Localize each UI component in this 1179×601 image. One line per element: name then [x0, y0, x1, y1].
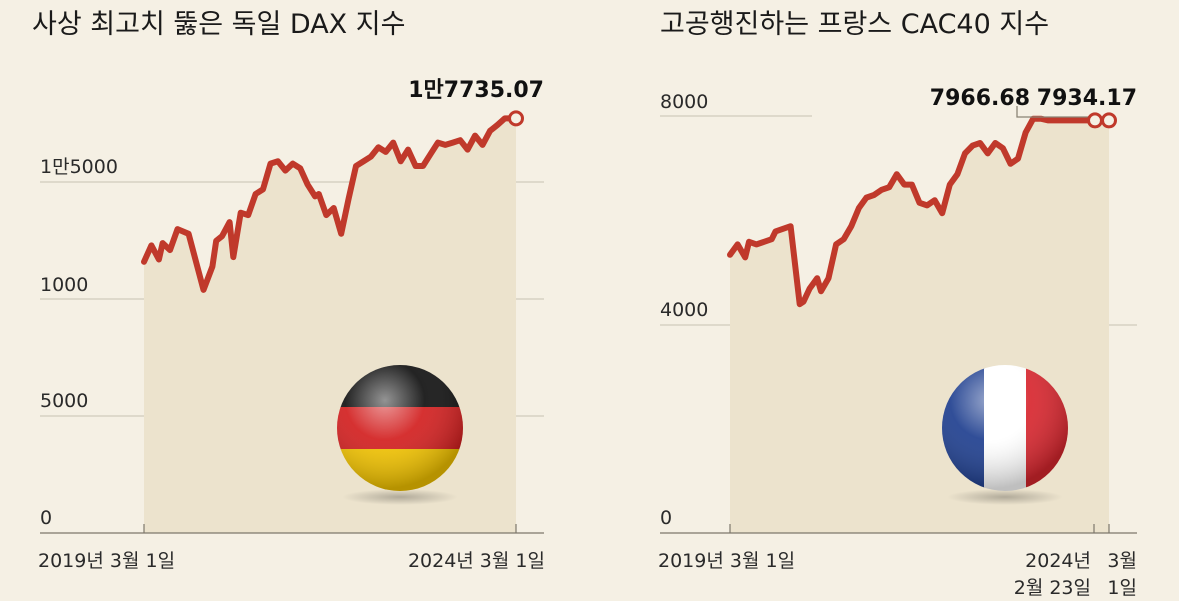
cac40-y-tick-label: 0: [660, 507, 672, 529]
cac40-annotation-feb23: 7966.68: [930, 86, 1030, 111]
cac40-title: 고공행진하는 프랑스 CAC40 지수: [660, 9, 1049, 40]
cac40-x-label-month: 3월: [1107, 550, 1137, 572]
dax-panel: 사상 최고치 뚫은 독일 DAX 지수 1만5000 1000 5000 0 1…: [32, 9, 545, 572]
cac40-x-label-day: 1일: [1107, 577, 1137, 599]
cac40-marker-mar1: [1101, 112, 1117, 129]
cac40-area-fill: [730, 118, 1109, 533]
cac40-x-label-year: 2024년: [1025, 550, 1091, 572]
dax-x-label-start: 2019년 3월 1일: [38, 550, 175, 572]
cac40-x-label-start: 2019년 3월 1일: [658, 550, 795, 572]
dax-end-annotation: 1만7735.07: [408, 78, 544, 103]
cac40-panel: 고공행진하는 프랑스 CAC40 지수 8000 4000 0 7966.68 …: [658, 9, 1137, 599]
dax-area-fill: [144, 118, 516, 534]
cac40-y-tick-label: 8000: [660, 91, 708, 113]
dax-series-line: [141, 115, 519, 293]
cac40-y-tick-label: 4000: [660, 299, 708, 321]
cac40-series-line: [727, 115, 1112, 308]
dax-end-marker: [508, 110, 524, 127]
dax-title: 사상 최고치 뚫은 독일 DAX 지수: [32, 9, 405, 40]
dax-y-tick-label: 1만5000: [40, 156, 118, 178]
cac40-marker-feb23: [1087, 112, 1103, 129]
dax-x-label-end: 2024년 3월 1일: [408, 550, 545, 572]
dax-y-tick-label: 0: [40, 507, 52, 529]
dax-y-tick-label: 5000: [40, 390, 88, 412]
cac40-annotation-mar1: 7934.17: [1037, 86, 1137, 111]
dax-y-tick-label: 1000: [40, 274, 88, 296]
cac40-leader-line: [1016, 106, 1094, 118]
cac40-x-label-date: 2월 23일: [1014, 577, 1091, 599]
